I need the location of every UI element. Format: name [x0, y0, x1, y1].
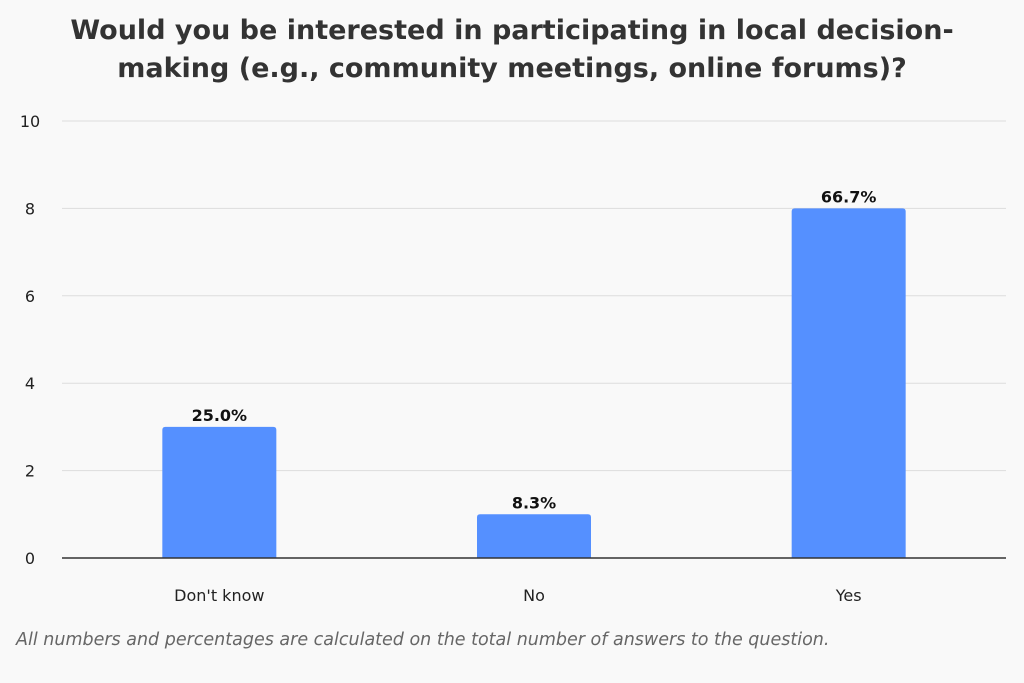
- y-tick-label: 2: [25, 462, 35, 481]
- bars: [162, 208, 906, 558]
- bar-yes: [791, 208, 906, 558]
- y-tick-label: 0: [25, 549, 35, 568]
- x-axis-ticks: Don't know No Yes: [174, 586, 861, 605]
- data-label: 25.0%: [192, 406, 248, 425]
- y-tick-label: 6: [25, 287, 35, 306]
- y-tick-label: 8: [25, 199, 35, 218]
- bar-don-t-know: [162, 426, 277, 558]
- x-tick-label: Don't know: [174, 586, 264, 605]
- data-label: 8.3%: [512, 493, 556, 512]
- y-tick-label: 10: [20, 112, 40, 131]
- x-tick-label: Yes: [835, 586, 862, 605]
- data-labels: 25.0% 8.3% 66.7%: [192, 187, 877, 512]
- y-tick-label: 4: [25, 374, 35, 393]
- data-label: 66.7%: [821, 187, 877, 206]
- chart-title: Would you be interested in participating…: [70, 15, 954, 84]
- footnote: All numbers and percentages are calculat…: [16, 630, 830, 650]
- y-axis-ticks: 0 2 4 6 8 10: [20, 112, 40, 568]
- x-tick-label: No: [523, 586, 545, 605]
- bar-no: [477, 514, 591, 558]
